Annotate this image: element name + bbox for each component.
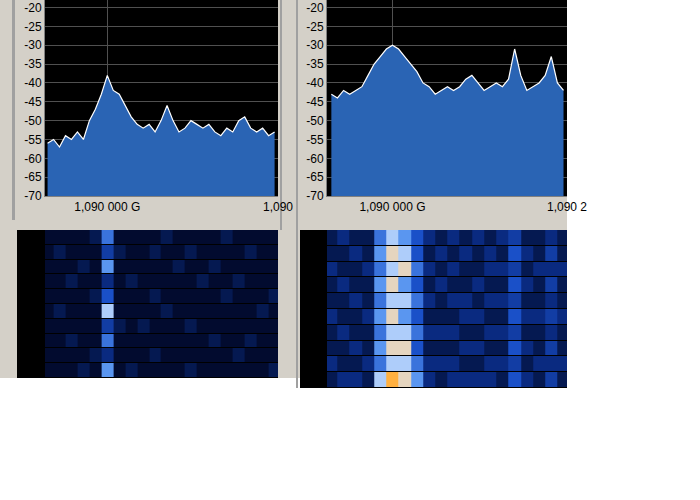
svg-text:-60: -60: [24, 152, 42, 166]
svg-text:-65: -65: [306, 170, 324, 184]
svg-text:-55: -55: [24, 133, 42, 147]
svg-text:-30: -30: [24, 38, 42, 52]
svg-text:-30: -30: [306, 38, 324, 52]
svg-text:1,090 000 G: 1,090 000 G: [359, 200, 425, 214]
svg-text:-65: -65: [24, 170, 42, 184]
svg-text:-40: -40: [24, 76, 42, 90]
svg-text:-50: -50: [24, 114, 42, 128]
svg-text:1,090 2: 1,090 2: [547, 200, 587, 214]
svg-text:-35: -35: [306, 57, 324, 71]
svg-text:-40: -40: [306, 76, 324, 90]
svg-text:-25: -25: [306, 20, 324, 34]
svg-text:1,090: 1,090: [263, 200, 293, 214]
svg-text:-70: -70: [306, 189, 324, 203]
svg-text:-20: -20: [306, 1, 324, 15]
svg-text:-55: -55: [306, 133, 324, 147]
svg-text:-20: -20: [24, 1, 42, 15]
svg-text:-45: -45: [24, 95, 42, 109]
svg-text:-60: -60: [306, 152, 324, 166]
svg-text:-50: -50: [306, 114, 324, 128]
svg-text:-25: -25: [24, 20, 42, 34]
svg-text:-70: -70: [24, 189, 42, 203]
svg-text:1,090 000 G: 1,090 000 G: [74, 200, 140, 214]
svg-text:-45: -45: [306, 95, 324, 109]
svg-text:-35: -35: [24, 57, 42, 71]
